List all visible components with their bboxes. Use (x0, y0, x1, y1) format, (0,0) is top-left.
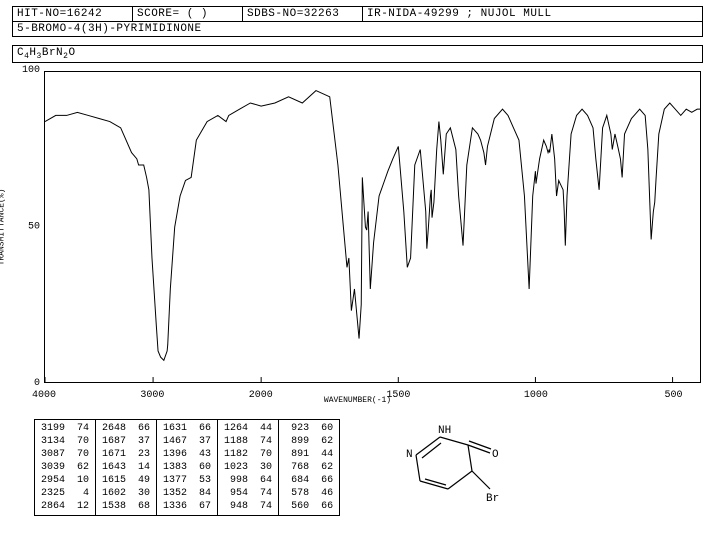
sdbs-no-cell: SDBS-NO=32263 (243, 7, 363, 21)
x-tick-3000: 3000 (140, 390, 164, 401)
bottom-area: 3199 743134 703087 703039 622954 102325 … (34, 419, 705, 519)
peak-row: 1023 30 (224, 461, 272, 474)
peak-row: 3039 62 (41, 461, 89, 474)
peak-row: 1182 70 (224, 448, 272, 461)
ir-nida-cell: IR-NIDA-49299 ; NUJOL MULL (363, 7, 702, 21)
peak-row: 2325 4 (41, 487, 89, 500)
x-tick-4000: 4000 (32, 390, 56, 401)
peak-row: 1352 84 (163, 487, 211, 500)
hit-no-cell: HIT-NO=16242 (13, 7, 133, 21)
y-tick-50: 50 (16, 222, 40, 233)
peak-row: 2648 66 (102, 422, 150, 435)
x-tick-1000: 1000 (524, 390, 548, 401)
peak-col-3: 1264 441188 741182 701023 30 998 64 954 … (218, 420, 279, 515)
mol-o-label: O (492, 449, 499, 461)
peak-row: 1602 30 (102, 487, 150, 500)
peak-row: 998 64 (224, 474, 272, 487)
peak-row: 3087 70 (41, 448, 89, 461)
x-tick-1500: 1500 (386, 390, 410, 401)
peak-row: 1188 74 (224, 435, 272, 448)
peak-row: 578 46 (285, 487, 333, 500)
peak-col-0: 3199 743134 703087 703039 622954 102325 … (35, 420, 96, 515)
peak-row: 3134 70 (41, 435, 89, 448)
peak-row: 1687 37 (102, 435, 150, 448)
peak-row: 768 62 (285, 461, 333, 474)
compound-name-row: 5-BROMO-4(3H)-PYRIMIDINONE (12, 22, 703, 37)
score-cell: SCORE= ( ) (133, 7, 243, 21)
y-axis-label: TRANSMITTANCE(%) (0, 189, 7, 266)
plot-box (44, 71, 701, 383)
mol-nh-label: NH (438, 425, 451, 437)
mol-br-label: Br (486, 493, 499, 505)
peak-col-2: 1631 661467 371396 431383 601377 531352 … (157, 420, 218, 515)
peak-row: 1631 66 (163, 422, 211, 435)
peak-row: 684 66 (285, 474, 333, 487)
peak-row: 2864 12 (41, 500, 89, 513)
peak-row: 1377 53 (163, 474, 211, 487)
peak-row: 1538 68 (102, 500, 150, 513)
peak-row: 1643 14 (102, 461, 150, 474)
peak-row: 1467 37 (163, 435, 211, 448)
peak-row: 1383 60 (163, 461, 211, 474)
peak-row: 1264 44 (224, 422, 272, 435)
formula-row: C4H3BrN2O (12, 45, 703, 63)
peak-row: 1336 67 (163, 500, 211, 513)
peak-row: 1671 23 (102, 448, 150, 461)
spectrum-line (45, 72, 700, 382)
peak-row: 1615 49 (102, 474, 150, 487)
peak-col-1: 2648 661687 371671 231643 141615 491602 … (96, 420, 157, 515)
peak-row: 923 60 (285, 422, 333, 435)
x-tick-2000: 2000 (249, 390, 273, 401)
peak-col-4: 923 60 899 62 891 44 768 62 684 66 578 4… (279, 420, 339, 515)
x-axis-label: WAVENUMBER(-1) (324, 396, 391, 405)
peak-row: 2954 10 (41, 474, 89, 487)
x-tick-500: 500 (664, 390, 682, 401)
y-tick-0: 0 (16, 378, 40, 389)
peak-table: 3199 743134 703087 703039 622954 102325 … (34, 419, 340, 516)
peak-row: 891 44 (285, 448, 333, 461)
y-tick-100: 100 (16, 65, 40, 76)
peak-row: 899 62 (285, 435, 333, 448)
peak-row: 1396 43 (163, 448, 211, 461)
header-row-1: HIT-NO=16242 SCORE= ( ) SDBS-NO=32263 IR… (12, 6, 703, 22)
mol-n-label: N (406, 449, 413, 461)
peak-row: 948 74 (224, 500, 272, 513)
peak-row: 3199 74 (41, 422, 89, 435)
peak-row: 954 74 (224, 487, 272, 500)
molecule-structure: NH O N Br (400, 419, 510, 519)
spectrum-chart: TRANSMITTANCE(%) 100 50 0 WAVENUMBER(-1)… (10, 67, 705, 387)
peak-row: 560 66 (285, 500, 333, 513)
